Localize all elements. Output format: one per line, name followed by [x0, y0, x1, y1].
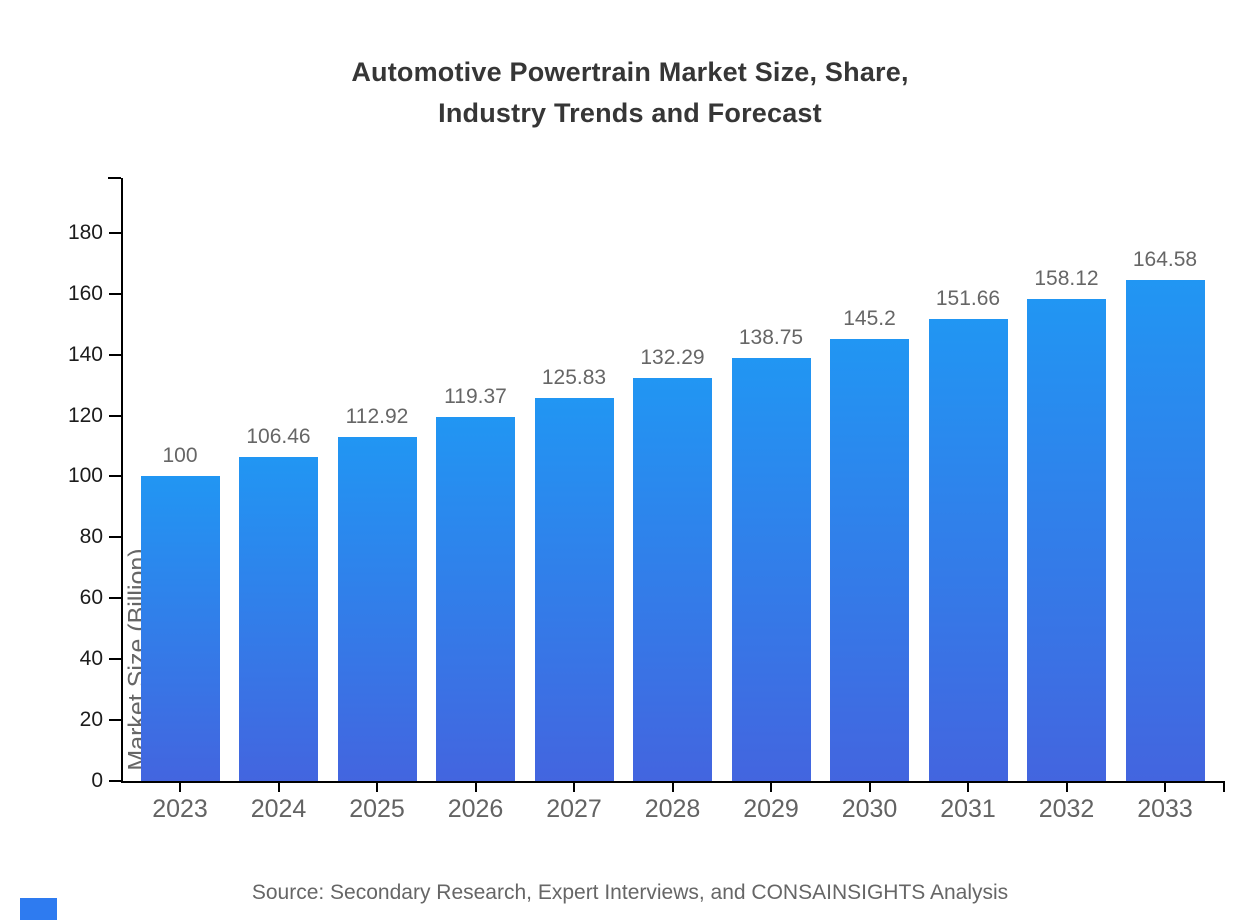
- source-note: Source: Secondary Research, Expert Inter…: [251, 881, 1009, 904]
- x-axis-tick-label-2031: 2031: [940, 795, 996, 823]
- bar-value-label-2032: 158.12: [1034, 267, 1099, 291]
- x-axis-tick-label-2030: 2030: [841, 795, 898, 823]
- bar-value-label-2025: 112.92: [345, 405, 409, 429]
- y-axis-tick: [109, 780, 121, 782]
- bar-2030: [830, 338, 909, 781]
- bar-2033: [1125, 279, 1205, 781]
- x-axis-tick: [868, 781, 871, 792]
- y-axis-tick: [109, 231, 121, 234]
- bar-2028: [633, 378, 712, 781]
- bar-value-label-2023: 100: [162, 444, 198, 468]
- x-axis-tick: [277, 781, 280, 792]
- y-axis-tick: [109, 475, 121, 478]
- y-axis-tick-label: 140: [67, 342, 103, 366]
- x-axis-tick-label-2025: 2025: [349, 795, 405, 823]
- y-axis-tick: [109, 353, 121, 356]
- x-axis-tick: [770, 781, 772, 792]
- y-axis-tick-label: 0: [91, 769, 103, 792]
- bar-2023: [140, 476, 220, 781]
- x-axis-tick-label-2028: 2028: [644, 795, 701, 823]
- bar-value-label-2026: 119.37: [444, 385, 507, 409]
- x-axis-tick: [376, 781, 378, 792]
- bar-value-label-2027: 125.83: [541, 365, 607, 389]
- bar-value-label-2028: 132.29: [640, 346, 705, 370]
- bar-value-label-2031: 151.66: [935, 287, 1001, 311]
- x-axis-tick-label-2032: 2032: [1038, 795, 1095, 823]
- y-axis-tick-label: 120: [67, 403, 103, 427]
- y-axis-tick-label: 60: [79, 586, 103, 610]
- x-axis-tick: [967, 781, 969, 792]
- y-axis-end-cap: [108, 177, 121, 179]
- x-axis-tick-label-2027: 2027: [546, 795, 602, 823]
- bar-2024: [239, 456, 318, 781]
- x-axis-tick-label-2033: 2033: [1137, 795, 1193, 823]
- y-axis-tick-label: 80: [79, 525, 103, 549]
- x-axis-tick: [573, 781, 575, 792]
- bar-value-label-2033: 164.58: [1132, 247, 1198, 271]
- bar-2025: [337, 437, 417, 781]
- x-axis-tick-label-2024: 2024: [250, 795, 307, 823]
- y-axis-tick: [109, 292, 121, 295]
- x-axis-tick: [1164, 781, 1166, 792]
- bar-value-label-2030: 145.2: [843, 306, 896, 330]
- y-axis-tick: [109, 719, 121, 722]
- bar-value-label-2024: 106.46: [246, 424, 311, 448]
- x-axis-tick: [1065, 781, 1068, 792]
- chart-title: Automotive Powertrain Market Size, Share…: [0, 52, 1260, 134]
- y-axis-tick: [109, 597, 121, 600]
- y-axis-tick-label: 100: [67, 464, 103, 488]
- bar-2026: [436, 417, 515, 781]
- x-axis-end-cap: [1223, 781, 1225, 792]
- bar-2031: [928, 319, 1008, 781]
- y-axis-tick-label: 40: [79, 647, 103, 671]
- x-axis-tick: [474, 781, 477, 792]
- bar-value-label-2029: 138.75: [738, 326, 804, 350]
- y-axis-tick-label: 180: [67, 220, 103, 244]
- y-axis-tick-label: 20: [79, 708, 103, 732]
- x-axis-tick-label-2026: 2026: [447, 795, 504, 823]
- brand-mark: [20, 898, 57, 920]
- y-axis-tick-label: 160: [67, 281, 103, 305]
- bar-2027: [534, 397, 614, 781]
- y-axis-tick: [109, 658, 121, 661]
- bar-2032: [1027, 299, 1106, 781]
- y-axis-tick: [109, 414, 121, 417]
- chart-title-line2: Industry Trends and Forecast: [438, 98, 822, 128]
- bar-2029: [731, 358, 811, 781]
- x-axis-tick: [671, 781, 674, 792]
- x-axis-tick-label-2029: 2029: [743, 795, 799, 823]
- x-axis-tick: [179, 781, 181, 792]
- plot-area: Market Size (Billion) 0 20 40 60 80 100 120 140…: [68, 177, 1225, 823]
- chart-title-line1: Automotive Powertrain Market Size, Share…: [351, 57, 909, 87]
- y-axis-tick: [109, 536, 121, 539]
- x-axis-tick-label-2023: 2023: [152, 795, 208, 823]
